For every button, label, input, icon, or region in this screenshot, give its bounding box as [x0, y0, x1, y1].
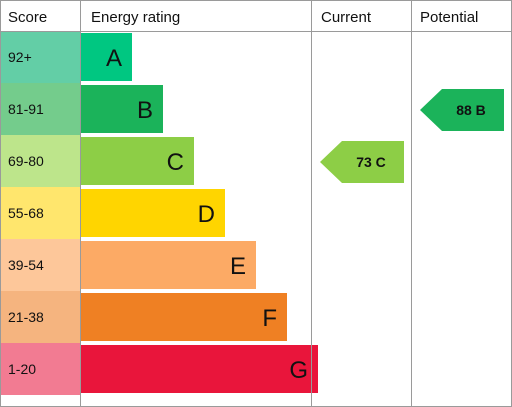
- score-column: 92+ 81-91 69-80 55-68 39-54 21-38 1-20: [0, 31, 80, 395]
- score-range-g: 1-20: [8, 361, 36, 377]
- band-bar-f: [81, 293, 287, 341]
- band-bar-g: [81, 345, 318, 393]
- score-cell-f: [0, 291, 80, 343]
- potential-indicator-label: 88 B: [456, 102, 486, 118]
- band-bar-c: [81, 137, 194, 185]
- band-letter-a: A: [106, 45, 122, 72]
- band-letter-e: E: [230, 253, 246, 280]
- current-header: Current: [321, 9, 372, 26]
- score-range-d: 55-68: [8, 205, 44, 221]
- score-cell-a: [0, 31, 80, 83]
- band-letter-f: F: [262, 305, 277, 332]
- score-range-e: 39-54: [8, 257, 44, 273]
- band-letter-d: D: [198, 201, 215, 228]
- band-bar-e: [81, 241, 256, 289]
- band-letter-b: B: [137, 97, 153, 124]
- rating-indicators: 73 C 88 B: [320, 89, 504, 183]
- score-cell-d: [0, 187, 80, 239]
- band-bar-d: [81, 189, 225, 237]
- current-indicator-label: 73 C: [356, 154, 386, 170]
- band-letter-c: C: [167, 149, 184, 176]
- current-indicator: [320, 141, 404, 183]
- band-letter-g: G: [289, 357, 308, 384]
- score-range-a: 92+: [8, 49, 32, 65]
- score-cell-b: [0, 83, 80, 135]
- energy-rating-header: Energy rating: [91, 9, 180, 26]
- band-bar-a: [81, 33, 132, 81]
- potential-indicator: [420, 89, 504, 131]
- score-header: Score: [8, 9, 47, 26]
- score-range-c: 69-80: [8, 153, 44, 169]
- score-cell-g: [0, 343, 80, 395]
- band-bar-b: [81, 85, 163, 133]
- score-range-b: 81-91: [8, 101, 44, 117]
- potential-header: Potential: [420, 9, 478, 26]
- score-cell-e: [0, 239, 80, 291]
- score-range-f: 21-38: [8, 309, 44, 325]
- score-cell-c: [0, 135, 80, 187]
